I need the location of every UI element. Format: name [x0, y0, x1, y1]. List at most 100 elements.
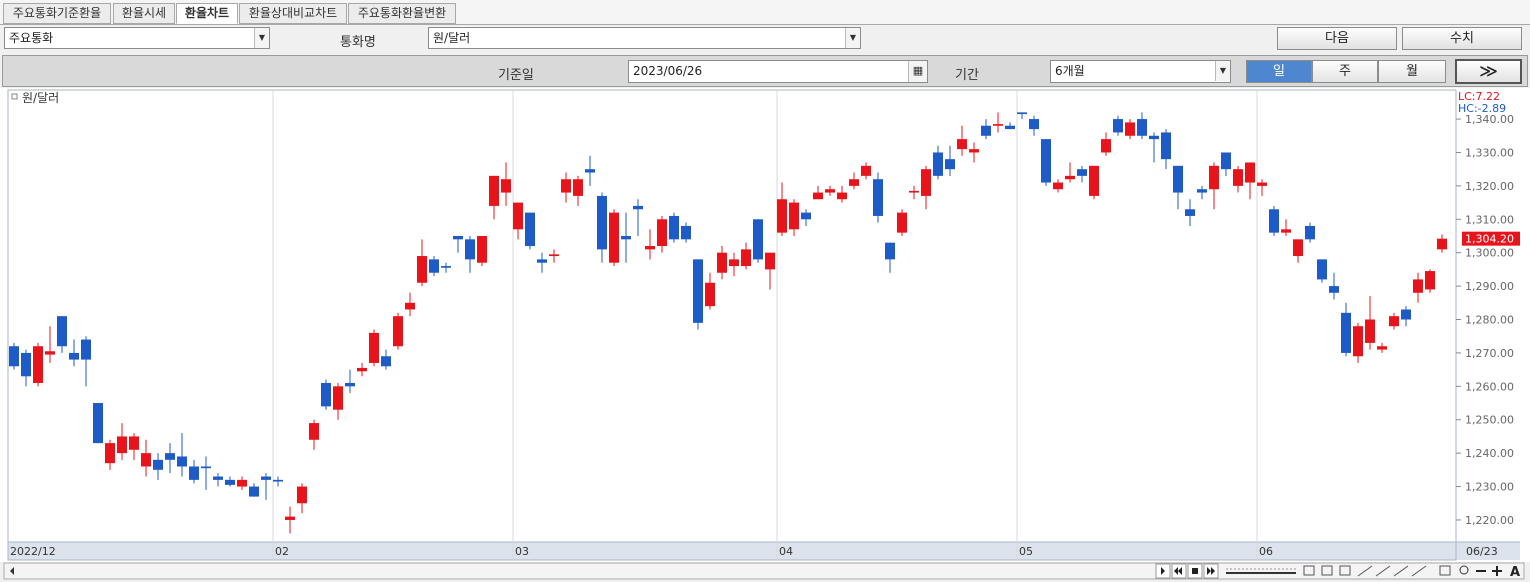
candle-body — [1113, 119, 1123, 133]
dropdown-arrow: ▼ — [254, 28, 269, 48]
candle-body — [273, 479, 283, 482]
candle-body — [129, 436, 139, 450]
date-value: 2023/06/26 — [633, 64, 703, 78]
candle-body — [1041, 139, 1051, 183]
candle-body — [669, 215, 679, 240]
candle-body — [213, 476, 223, 480]
x-tick-label: 06 — [1259, 545, 1273, 558]
candle-body — [657, 219, 667, 247]
y-tick-label: 1,220.00 — [1465, 514, 1514, 527]
candle-body — [1341, 312, 1351, 353]
x-axis-band — [8, 542, 1456, 560]
y-tick-label: 1,320.00 — [1465, 180, 1514, 193]
tab[interactable]: 주요통화기준환율 — [3, 3, 111, 24]
tool-icon[interactable] — [1303, 565, 1315, 576]
tool-icon[interactable] — [1357, 565, 1427, 577]
candle-body — [705, 282, 715, 307]
candle-body — [1305, 225, 1315, 240]
go-button[interactable]: ≫ — [1455, 59, 1522, 84]
candle-body — [1185, 209, 1195, 216]
candle-body — [237, 479, 247, 487]
tab[interactable]: 환율상대비교차트 — [239, 3, 347, 24]
x-tick-label: 03 — [515, 545, 529, 558]
candle-body — [549, 254, 559, 257]
candle-body — [9, 346, 19, 367]
candle-body — [1125, 122, 1135, 136]
date-input[interactable]: 2023/06/26 ▦ — [628, 60, 928, 83]
tab[interactable]: 환율시세 — [113, 3, 175, 24]
candle-body — [1425, 271, 1435, 290]
icon — [1192, 568, 1198, 574]
x-tick-label: 2022/12 — [10, 545, 56, 558]
candle-body — [861, 165, 871, 176]
last-price-box — [1462, 231, 1520, 246]
values-button[interactable]: 수치 — [1402, 27, 1522, 50]
icon — [1207, 567, 1215, 575]
candle-body — [201, 466, 211, 469]
candle-body — [573, 179, 583, 196]
label: 통화명 — [340, 35, 376, 50]
candle-body — [765, 252, 775, 270]
period-select[interactable]: 6개월 ▼ — [1050, 60, 1231, 83]
legend-icon — [11, 93, 18, 100]
last-price-label: 1,304.20 — [1465, 233, 1514, 246]
candle-body — [417, 256, 427, 283]
candle-body — [537, 259, 547, 263]
candle-body — [897, 212, 907, 233]
scroll-left[interactable] — [10, 567, 14, 575]
zoom-in[interactable] — [1492, 566, 1502, 576]
candle-body — [609, 212, 619, 263]
candle-body — [1413, 279, 1423, 293]
tool-icon[interactable] — [1321, 565, 1333, 576]
candle-body — [381, 356, 391, 367]
font-toggle[interactable]: A — [1510, 565, 1520, 580]
candle-body — [1005, 125, 1015, 130]
search-icon[interactable] — [1459, 565, 1469, 575]
candle-body — [501, 179, 511, 193]
candle-body — [909, 190, 919, 193]
candle-body — [969, 149, 979, 153]
interval-button[interactable]: 월 — [1378, 60, 1446, 83]
candle-body — [1101, 139, 1111, 153]
tool-icon[interactable] — [1339, 565, 1351, 576]
candle-body — [777, 199, 787, 233]
scrollbar[interactable] — [3, 562, 1525, 580]
icon — [1174, 567, 1182, 575]
candle-body — [1161, 132, 1171, 160]
y-tick-label: 1,310.00 — [1465, 213, 1514, 226]
dropdown-arrow: ▼ — [1215, 61, 1230, 81]
candle-body — [321, 382, 331, 407]
candle-body — [1281, 229, 1291, 233]
currency-select[interactable]: 원/달러 ▼ — [428, 27, 861, 49]
candle-body — [933, 152, 943, 176]
interval-button[interactable]: 주 — [1312, 60, 1378, 83]
candle-body — [93, 403, 103, 444]
currency-group-select[interactable]: 주요통화 ▼ — [4, 27, 270, 49]
tab-active[interactable]: 환율차트 — [176, 3, 238, 24]
candle-body — [177, 456, 187, 467]
candle-body — [105, 443, 115, 464]
candle-body — [117, 436, 127, 454]
annotation: LC:7.22 — [1458, 90, 1500, 103]
candle-body — [945, 159, 955, 170]
next-button[interactable]: 다음 — [1277, 27, 1397, 50]
candle-body — [1389, 316, 1399, 327]
candle-body — [45, 351, 55, 355]
candle-body — [369, 332, 379, 363]
tool-icon[interactable] — [1439, 565, 1451, 576]
candle-body — [873, 179, 883, 216]
candle-body — [405, 302, 415, 310]
y-tick-label: 1,330.00 — [1465, 146, 1514, 159]
calendar-icon[interactable]: ▦ — [908, 61, 927, 82]
candle-body — [1365, 319, 1375, 343]
candle-body — [1149, 135, 1159, 140]
candle-body — [33, 346, 43, 383]
interval-button[interactable]: 일 — [1246, 60, 1312, 83]
candle-body — [885, 242, 895, 260]
tab[interactable]: 주요통화환율변환 — [348, 3, 456, 24]
candle-body — [453, 235, 463, 240]
select-value: 원/달러 — [433, 31, 471, 45]
candle-body — [153, 459, 163, 470]
candle-body — [1257, 182, 1267, 186]
candle-body — [525, 212, 535, 247]
